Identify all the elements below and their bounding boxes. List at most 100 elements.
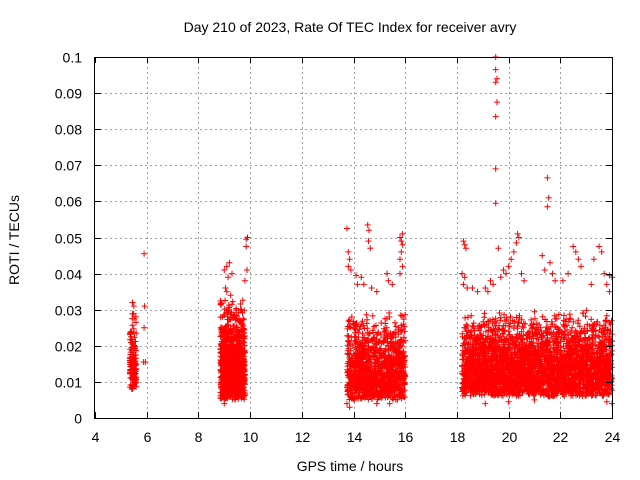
data-point bbox=[127, 381, 134, 388]
data-point bbox=[233, 312, 240, 319]
points-layer bbox=[126, 54, 615, 411]
data-point bbox=[219, 326, 225, 332]
data-point bbox=[235, 347, 242, 354]
data-point bbox=[225, 335, 232, 342]
data-point bbox=[220, 312, 227, 318]
data-point bbox=[127, 329, 134, 336]
data-point bbox=[233, 377, 240, 384]
data-point bbox=[217, 324, 224, 331]
data-point bbox=[402, 311, 409, 318]
data-point bbox=[223, 309, 230, 316]
data-point bbox=[240, 386, 247, 392]
data-point bbox=[229, 301, 235, 308]
data-point bbox=[240, 316, 247, 323]
data-point bbox=[225, 379, 232, 386]
data-point bbox=[346, 317, 353, 323]
data-point bbox=[227, 373, 234, 380]
data-point bbox=[583, 307, 590, 314]
data-point bbox=[133, 347, 140, 354]
data-point bbox=[230, 370, 237, 377]
data-point bbox=[222, 378, 229, 385]
data-point bbox=[346, 354, 353, 361]
data-point bbox=[236, 317, 243, 324]
data-point bbox=[230, 385, 237, 392]
data-point bbox=[224, 322, 231, 329]
data-point bbox=[131, 382, 138, 389]
data-point bbox=[227, 389, 234, 396]
data-point bbox=[392, 334, 399, 341]
data-point bbox=[588, 316, 595, 323]
data-point bbox=[227, 343, 234, 350]
data-point bbox=[217, 395, 224, 402]
data-point bbox=[238, 395, 245, 402]
data-point bbox=[230, 376, 237, 383]
data-point bbox=[468, 312, 475, 319]
data-point bbox=[225, 321, 232, 328]
data-point bbox=[239, 309, 246, 316]
data-point bbox=[129, 339, 136, 346]
data-point bbox=[236, 381, 243, 388]
data-point bbox=[224, 338, 231, 345]
data-point bbox=[359, 330, 366, 337]
data-point bbox=[133, 319, 139, 326]
data-point bbox=[234, 354, 241, 360]
data-point bbox=[237, 306, 244, 313]
data-point bbox=[234, 392, 241, 399]
data-point bbox=[402, 337, 409, 344]
data-point bbox=[217, 389, 224, 396]
data-point bbox=[224, 395, 231, 402]
data-point bbox=[226, 349, 232, 356]
data-point bbox=[130, 351, 137, 358]
data-point bbox=[347, 324, 354, 331]
data-point bbox=[240, 315, 247, 322]
data-point bbox=[132, 343, 139, 350]
data-point bbox=[357, 323, 364, 330]
data-point bbox=[128, 328, 135, 335]
data-point bbox=[237, 356, 244, 363]
data-point bbox=[129, 311, 136, 317]
data-point bbox=[236, 363, 243, 370]
data-point bbox=[235, 329, 242, 336]
data-point bbox=[229, 344, 236, 351]
data-point bbox=[506, 323, 513, 330]
data-point bbox=[344, 332, 351, 339]
data-point bbox=[220, 374, 227, 381]
data-point bbox=[235, 369, 242, 376]
data-point bbox=[381, 328, 388, 335]
data-point bbox=[218, 358, 225, 365]
data-point bbox=[239, 322, 246, 329]
data-point bbox=[221, 306, 228, 313]
data-point bbox=[228, 331, 235, 338]
data-point bbox=[226, 327, 233, 334]
data-point bbox=[392, 319, 398, 326]
data-point bbox=[220, 331, 227, 338]
data-point bbox=[127, 355, 134, 362]
data-point bbox=[369, 312, 376, 319]
data-point bbox=[221, 393, 228, 400]
data-point bbox=[131, 358, 138, 365]
data-point bbox=[224, 316, 231, 323]
data-point bbox=[238, 307, 245, 314]
data-point bbox=[393, 323, 399, 330]
data-point bbox=[127, 346, 134, 353]
data-point bbox=[235, 337, 242, 344]
data-point bbox=[241, 333, 248, 340]
data-point bbox=[229, 298, 236, 305]
data-point bbox=[400, 321, 407, 328]
data-point bbox=[221, 383, 228, 390]
data-point bbox=[241, 377, 248, 384]
data-point bbox=[234, 372, 241, 379]
data-point bbox=[363, 311, 370, 318]
data-point bbox=[222, 390, 228, 397]
data-point bbox=[233, 360, 240, 367]
data-point bbox=[221, 334, 228, 341]
data-point bbox=[221, 370, 228, 376]
data-point bbox=[355, 329, 362, 336]
data-point bbox=[217, 333, 224, 340]
data-point bbox=[240, 366, 247, 373]
data-point bbox=[497, 314, 504, 321]
data-point bbox=[552, 315, 559, 322]
data-point bbox=[129, 322, 136, 329]
data-point bbox=[226, 356, 233, 363]
